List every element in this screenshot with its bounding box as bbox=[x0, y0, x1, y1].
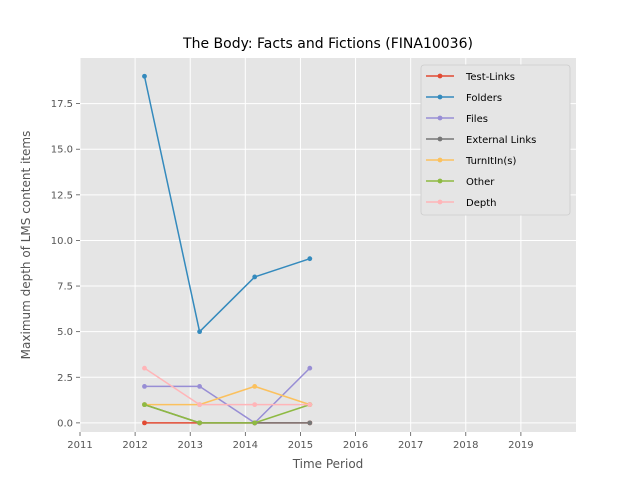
data-point-other bbox=[252, 420, 258, 426]
axis-ticks: 2011 2012 2013 2014 2015 2016 2017 2018 2019 0.0 2… bbox=[51, 99, 534, 451]
y-tick-label: 17.5 bbox=[51, 99, 73, 110]
data-point-depth bbox=[142, 365, 147, 371]
x-tick-label: 2017 bbox=[398, 440, 423, 451]
legend-marker-external-links bbox=[437, 136, 443, 142]
data-point-external-links bbox=[307, 420, 313, 426]
legend-marker-other bbox=[437, 178, 443, 184]
series-layer bbox=[142, 73, 313, 426]
legend-label-folders: Folders bbox=[466, 93, 502, 104]
x-tick-label: 2016 bbox=[343, 440, 368, 451]
legend-marker-folders bbox=[437, 94, 443, 100]
x-tick-label: 2013 bbox=[177, 440, 202, 451]
legend-label-external-links: External Links bbox=[466, 135, 536, 146]
x-tick-label: 2015 bbox=[288, 440, 313, 451]
series-line-folders bbox=[143, 76, 311, 333]
series-depth bbox=[142, 365, 313, 408]
legend-marker-test-links bbox=[437, 73, 443, 79]
legend-marker-files bbox=[437, 115, 443, 121]
y-axis-label: Maximum depth of LMS content items bbox=[19, 131, 33, 360]
x-tick-label: 2012 bbox=[122, 440, 147, 451]
data-point-depth bbox=[252, 402, 258, 408]
x-tick-label: 2011 bbox=[67, 440, 92, 451]
data-point-other bbox=[197, 420, 202, 426]
data-point-files bbox=[307, 365, 313, 371]
legend-label-test-links: Test-Links bbox=[465, 72, 515, 83]
x-tick-label: 2019 bbox=[508, 440, 533, 451]
data-point-files bbox=[142, 383, 147, 389]
legend: Test-Links Folders Files External Links Turn… bbox=[420, 64, 571, 216]
data-point-test-links bbox=[142, 420, 147, 426]
legend-label-files: Files bbox=[466, 114, 488, 125]
series-line-other bbox=[144, 403, 311, 424]
legend-label-turnitin-s: TurnItIn(s) bbox=[465, 156, 516, 167]
series-line-turnitin-s bbox=[144, 385, 311, 406]
y-tick-label: 15.0 bbox=[51, 145, 73, 156]
y-tick-label: 5.0 bbox=[57, 327, 73, 338]
legend-marker-turnitin-s bbox=[437, 157, 443, 163]
data-point-folders bbox=[307, 256, 313, 262]
data-point-folders bbox=[142, 73, 147, 79]
y-tick-label: 0.0 bbox=[57, 418, 73, 429]
x-tick-label: 2014 bbox=[233, 440, 258, 451]
legend-label-other: Other bbox=[466, 177, 495, 188]
y-tick-label: 12.5 bbox=[51, 190, 73, 201]
y-tick-label: 2.5 bbox=[57, 373, 73, 384]
legend-label-depth: Depth bbox=[466, 198, 496, 209]
x-axis-label: Time Period bbox=[292, 457, 364, 471]
data-point-depth bbox=[197, 402, 202, 408]
data-point-depth bbox=[307, 402, 313, 408]
data-point-folders bbox=[197, 329, 202, 335]
data-point-folders bbox=[252, 274, 258, 280]
x-tick-label: 2018 bbox=[453, 440, 478, 451]
series-line-depth bbox=[144, 367, 310, 406]
chart-title: The Body: Facts and Fictions (FINA10036) bbox=[182, 36, 473, 52]
y-tick-label: 10.0 bbox=[51, 236, 73, 247]
series-folders bbox=[142, 73, 313, 335]
legend-box bbox=[420, 64, 571, 216]
data-point-files bbox=[197, 383, 202, 389]
data-point-turnitin-s bbox=[252, 383, 258, 389]
data-point-other bbox=[142, 402, 147, 408]
legend-marker-depth bbox=[437, 199, 443, 205]
y-tick-label: 7.5 bbox=[57, 282, 73, 293]
